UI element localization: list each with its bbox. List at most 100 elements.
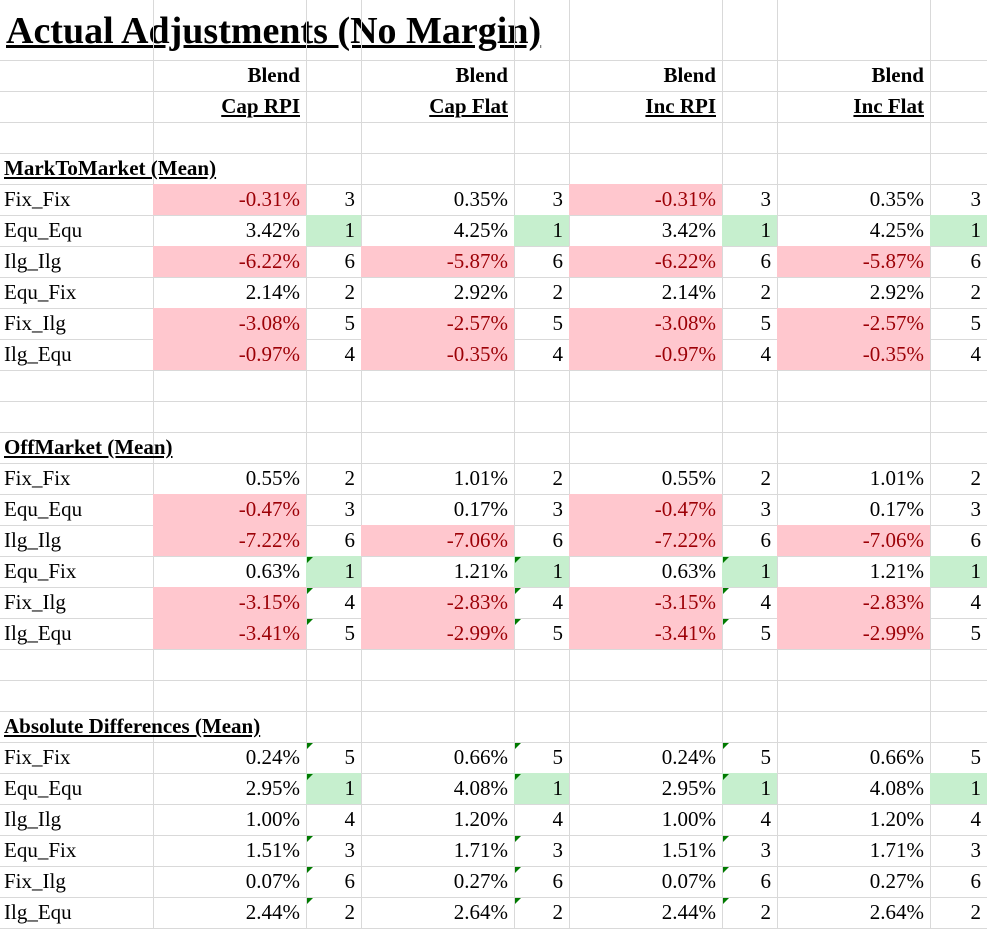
rank-cell[interactable]: 4 xyxy=(760,807,772,831)
rank-cell[interactable]: 4 xyxy=(552,342,564,366)
value-cell[interactable]: 0.66% xyxy=(869,745,924,769)
value-cell[interactable]: -7.06% xyxy=(777,525,930,556)
value-cell[interactable]: 0.24% xyxy=(245,745,300,769)
rank-cell[interactable]: 2 xyxy=(552,280,564,304)
value-cell[interactable]: 1.21% xyxy=(869,559,924,583)
rank-cell[interactable]: 5 xyxy=(970,745,982,769)
value-cell[interactable]: 4.25% xyxy=(453,218,508,242)
rank-cell[interactable]: 5 xyxy=(722,618,777,649)
rank-cell[interactable]: 1 xyxy=(930,773,987,804)
value-cell[interactable]: 2.92% xyxy=(453,280,508,304)
value-cell[interactable]: -2.57% xyxy=(361,308,514,339)
section-heading[interactable]: Absolute Differences (Mean) xyxy=(4,714,261,738)
rank-cell[interactable]: 2 xyxy=(344,280,356,304)
value-cell[interactable]: 0.63% xyxy=(661,559,716,583)
value-cell[interactable]: -3.08% xyxy=(569,308,722,339)
value-cell[interactable]: -2.99% xyxy=(361,618,514,649)
row-label[interactable]: Ilg_Equ xyxy=(4,342,72,366)
rank-cell[interactable]: 6 xyxy=(552,528,564,552)
rank-cell[interactable]: 6 xyxy=(760,249,772,273)
rank-cell[interactable]: 2 xyxy=(970,466,982,490)
rank-cell[interactable]: 5 xyxy=(970,621,982,645)
rank-cell[interactable]: 5 xyxy=(514,742,569,773)
row-label[interactable]: Ilg_Ilg xyxy=(4,528,62,552)
rank-cell[interactable]: 3 xyxy=(722,835,777,866)
value-cell[interactable]: -7.22% xyxy=(569,525,722,556)
rank-cell[interactable]: 4 xyxy=(970,342,982,366)
rank-cell[interactable]: 5 xyxy=(306,618,361,649)
rank-cell[interactable]: 1 xyxy=(930,556,987,587)
rank-cell[interactable]: 4 xyxy=(344,807,356,831)
value-cell[interactable]: 2.64% xyxy=(869,900,924,924)
value-cell[interactable]: -0.97% xyxy=(153,339,306,370)
row-label[interactable]: Fix_Fix xyxy=(4,745,71,769)
row-label[interactable]: Equ_Fix xyxy=(4,838,77,862)
section-heading[interactable]: OffMarket (Mean) xyxy=(4,435,173,459)
value-cell[interactable]: -7.22% xyxy=(153,525,306,556)
value-cell[interactable]: 2.44% xyxy=(245,900,300,924)
value-cell[interactable]: 1.20% xyxy=(869,807,924,831)
rank-cell[interactable]: 2 xyxy=(552,466,564,490)
value-cell[interactable]: 0.27% xyxy=(453,869,508,893)
rank-cell[interactable]: 2 xyxy=(306,897,361,928)
rank-cell[interactable]: 6 xyxy=(306,866,361,897)
value-cell[interactable]: -2.83% xyxy=(361,587,514,618)
value-cell[interactable]: 4.25% xyxy=(869,218,924,242)
rank-cell[interactable]: 3 xyxy=(760,497,772,521)
row-label[interactable]: Fix_Ilg xyxy=(4,869,66,893)
row-label[interactable]: Ilg_Equ xyxy=(4,900,72,924)
rank-cell[interactable]: 3 xyxy=(552,497,564,521)
value-cell[interactable]: -0.31% xyxy=(569,184,722,215)
value-cell[interactable]: 0.63% xyxy=(245,559,300,583)
value-cell[interactable]: 0.55% xyxy=(661,466,716,490)
value-cell[interactable]: 1.00% xyxy=(245,807,300,831)
rank-cell[interactable]: 1 xyxy=(306,556,361,587)
column-header-line2[interactable]: Inc Flat xyxy=(853,94,924,118)
rank-cell[interactable]: 4 xyxy=(760,342,772,366)
value-cell[interactable]: -0.47% xyxy=(153,494,306,525)
rank-cell[interactable]: 4 xyxy=(722,587,777,618)
value-cell[interactable]: 1.51% xyxy=(661,838,716,862)
rank-cell[interactable]: 3 xyxy=(970,838,982,862)
value-cell[interactable]: -2.99% xyxy=(777,618,930,649)
rank-cell[interactable]: 4 xyxy=(552,807,564,831)
sheet-title[interactable]: Actual Adjustments (No Margin) xyxy=(6,10,542,52)
row-label[interactable]: Fix_Ilg xyxy=(4,590,66,614)
rank-cell[interactable]: 6 xyxy=(760,528,772,552)
value-cell[interactable]: 1.20% xyxy=(453,807,508,831)
value-cell[interactable]: 3.42% xyxy=(245,218,300,242)
value-cell[interactable]: -3.15% xyxy=(153,587,306,618)
rank-cell[interactable]: 1 xyxy=(306,215,361,246)
value-cell[interactable]: 3.42% xyxy=(661,218,716,242)
rank-cell[interactable]: 3 xyxy=(760,187,772,211)
value-cell[interactable]: 2.95% xyxy=(661,776,716,800)
row-label[interactable]: Equ_Fix xyxy=(4,559,77,583)
value-cell[interactable]: -0.35% xyxy=(777,339,930,370)
value-cell[interactable]: 0.66% xyxy=(453,745,508,769)
value-cell[interactable]: -2.83% xyxy=(777,587,930,618)
column-header-line1[interactable]: Blend xyxy=(663,63,716,87)
rank-cell[interactable]: 2 xyxy=(760,466,772,490)
column-header-line2[interactable]: Cap Flat xyxy=(429,94,508,118)
row-label[interactable]: Ilg_Ilg xyxy=(4,249,62,273)
value-cell[interactable]: -0.35% xyxy=(361,339,514,370)
value-cell[interactable]: -0.31% xyxy=(153,184,306,215)
value-cell[interactable]: 2.14% xyxy=(245,280,300,304)
column-header-line1[interactable]: Blend xyxy=(871,63,924,87)
rank-cell[interactable]: 6 xyxy=(344,528,356,552)
rank-cell[interactable]: 3 xyxy=(552,187,564,211)
value-cell[interactable]: 1.71% xyxy=(453,838,508,862)
rank-cell[interactable]: 6 xyxy=(970,249,982,273)
rank-cell[interactable]: 3 xyxy=(970,497,982,521)
row-label[interactable]: Fix_Fix xyxy=(4,466,71,490)
rank-cell[interactable]: 2 xyxy=(970,280,982,304)
value-cell[interactable]: 1.21% xyxy=(453,559,508,583)
rank-cell[interactable]: 5 xyxy=(344,311,356,335)
value-cell[interactable]: 0.07% xyxy=(661,869,716,893)
value-cell[interactable]: 2.95% xyxy=(245,776,300,800)
value-cell[interactable]: -0.97% xyxy=(569,339,722,370)
value-cell[interactable]: -0.47% xyxy=(569,494,722,525)
rank-cell[interactable]: 6 xyxy=(514,866,569,897)
row-label[interactable]: Equ_Equ xyxy=(4,218,83,242)
rank-cell[interactable]: 1 xyxy=(722,215,777,246)
